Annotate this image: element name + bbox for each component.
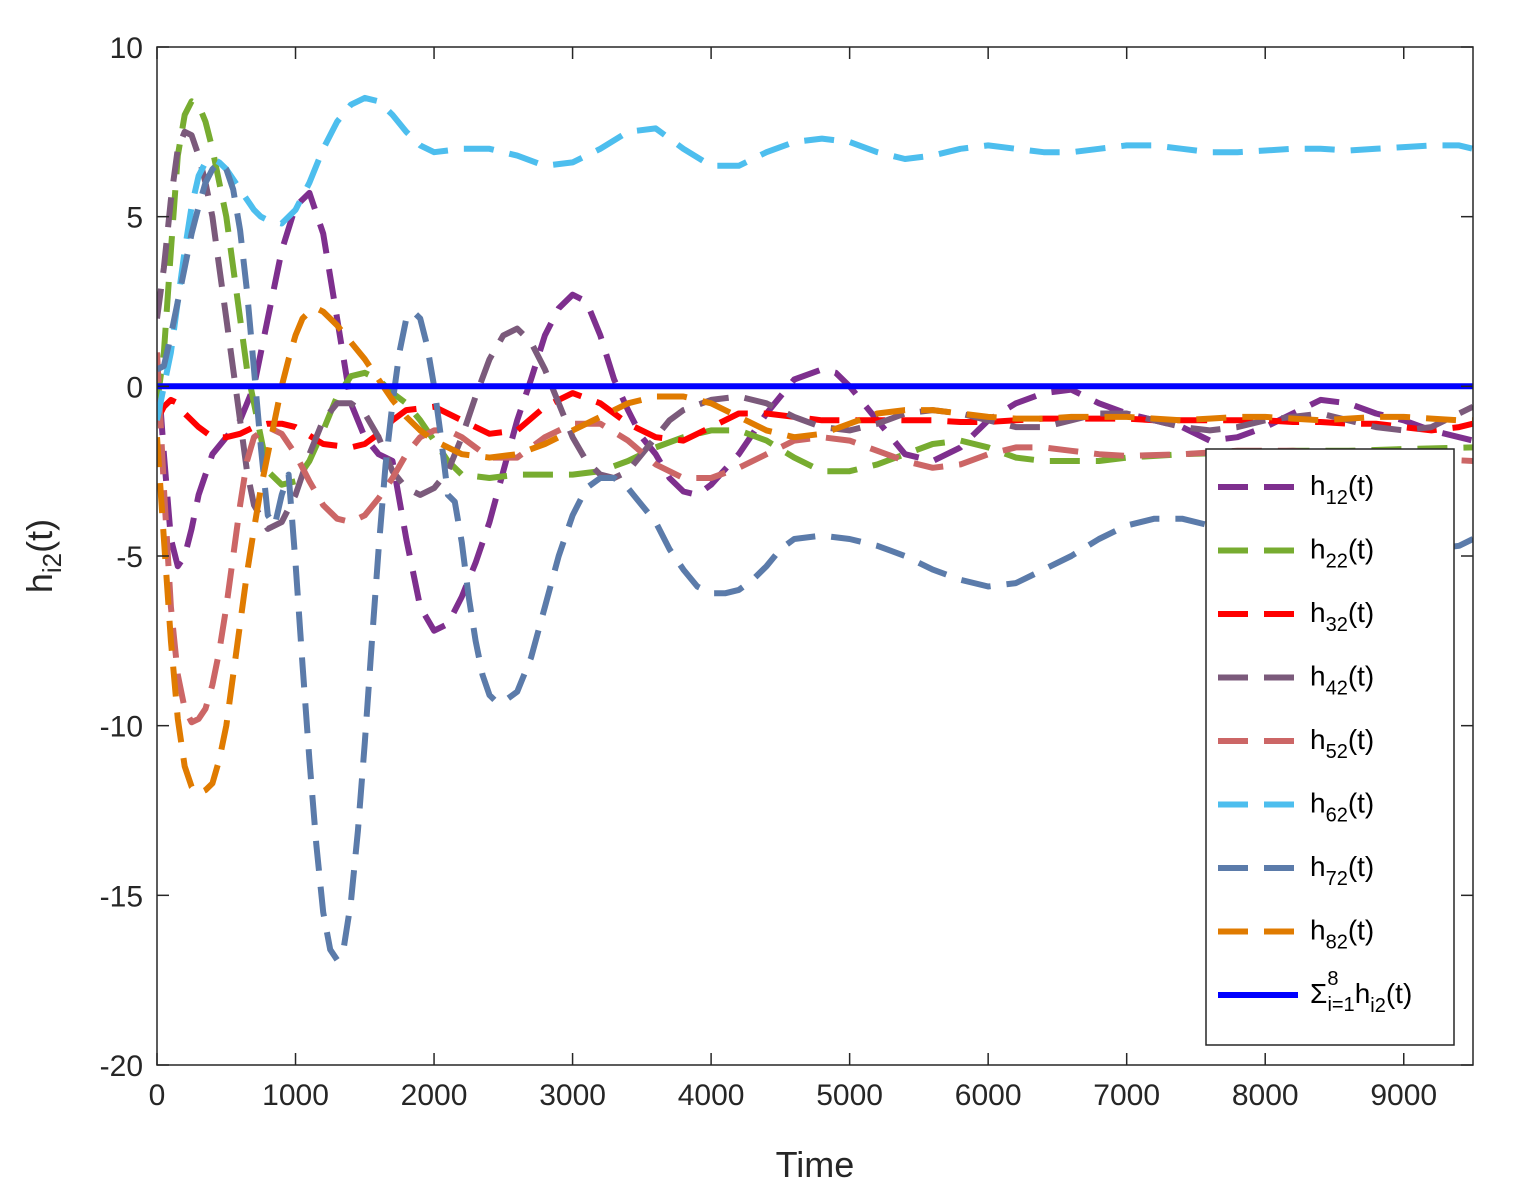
legend-label: h82(t) bbox=[1310, 915, 1374, 954]
y-tick-label: 10 bbox=[110, 32, 143, 65]
series-line-3 bbox=[157, 390, 1473, 451]
legend-item-9: Σ8 i=1hi2(t) bbox=[1218, 968, 1412, 1017]
legend-item-8: h82(t) bbox=[1218, 915, 1374, 954]
legend-item-7: h72(t) bbox=[1218, 851, 1374, 890]
y-tick-label: 5 bbox=[126, 202, 143, 235]
legend-item-5: h52(t) bbox=[1218, 724, 1374, 763]
y-axis-label-sub: i2 bbox=[37, 553, 67, 573]
x-tick-label: 3000 bbox=[539, 1079, 606, 1112]
y-tick-label: -5 bbox=[116, 541, 143, 574]
y-tick-label: -20 bbox=[100, 1050, 143, 1083]
y-axis-label-suffix: (t) bbox=[19, 519, 60, 553]
legend-label: h52(t) bbox=[1310, 724, 1374, 763]
legend-item-1: h12(t) bbox=[1218, 470, 1374, 509]
legend-label: h22(t) bbox=[1310, 534, 1374, 573]
legend-item-3: h32(t) bbox=[1218, 597, 1374, 636]
series-line-7 bbox=[157, 159, 1473, 963]
series-layer bbox=[157, 94, 1473, 963]
legend-item-2: h22(t) bbox=[1218, 534, 1374, 573]
legend-label: h12(t) bbox=[1310, 470, 1374, 509]
x-axis-label: Time bbox=[776, 1144, 855, 1185]
legend-label: h72(t) bbox=[1310, 851, 1374, 890]
series-line-4 bbox=[157, 128, 1473, 532]
legend-label: Σ8 i=1hi2(t) bbox=[1310, 968, 1412, 1017]
x-tick-label: 2000 bbox=[401, 1079, 468, 1112]
x-tick-label: 7000 bbox=[1093, 1079, 1160, 1112]
series-line-8 bbox=[157, 305, 1473, 797]
x-tick-label: 6000 bbox=[955, 1079, 1022, 1112]
legend-label: h42(t) bbox=[1310, 661, 1374, 700]
legend-label: h62(t) bbox=[1310, 788, 1374, 827]
x-tick-label: 9000 bbox=[1370, 1079, 1437, 1112]
x-tick-label: 4000 bbox=[678, 1079, 745, 1112]
legend-item-4: h42(t) bbox=[1218, 661, 1374, 700]
svg-text:hi2(t): hi2(t) bbox=[19, 519, 67, 593]
ticks-layer: 0 1000 2000 3000 4000 5000 6000 7000 8000 9000 -20… bbox=[100, 32, 1473, 1112]
y-tick-label: 0 bbox=[126, 371, 143, 404]
y-axis-label-base: h bbox=[19, 573, 60, 593]
x-tick-label: 1000 bbox=[262, 1079, 329, 1112]
y-tick-label: -15 bbox=[100, 880, 143, 913]
x-tick-label: 5000 bbox=[816, 1079, 883, 1112]
y-axis-label: hi2(t) bbox=[19, 519, 67, 593]
legend: h12(t) h22(t) h32(t) h42(t) h52(t) h62(t) h72(… bbox=[1205, 448, 1455, 1046]
y-tick-label: -10 bbox=[100, 711, 143, 744]
x-tick-label: 8000 bbox=[1232, 1079, 1299, 1112]
series-line-2 bbox=[157, 98, 1473, 488]
series-line-5 bbox=[157, 352, 1473, 726]
x-tick-label: 0 bbox=[149, 1079, 166, 1112]
legend-label: h32(t) bbox=[1310, 597, 1374, 636]
legend-item-6: h62(t) bbox=[1218, 788, 1374, 827]
series-line-6 bbox=[157, 94, 1473, 421]
